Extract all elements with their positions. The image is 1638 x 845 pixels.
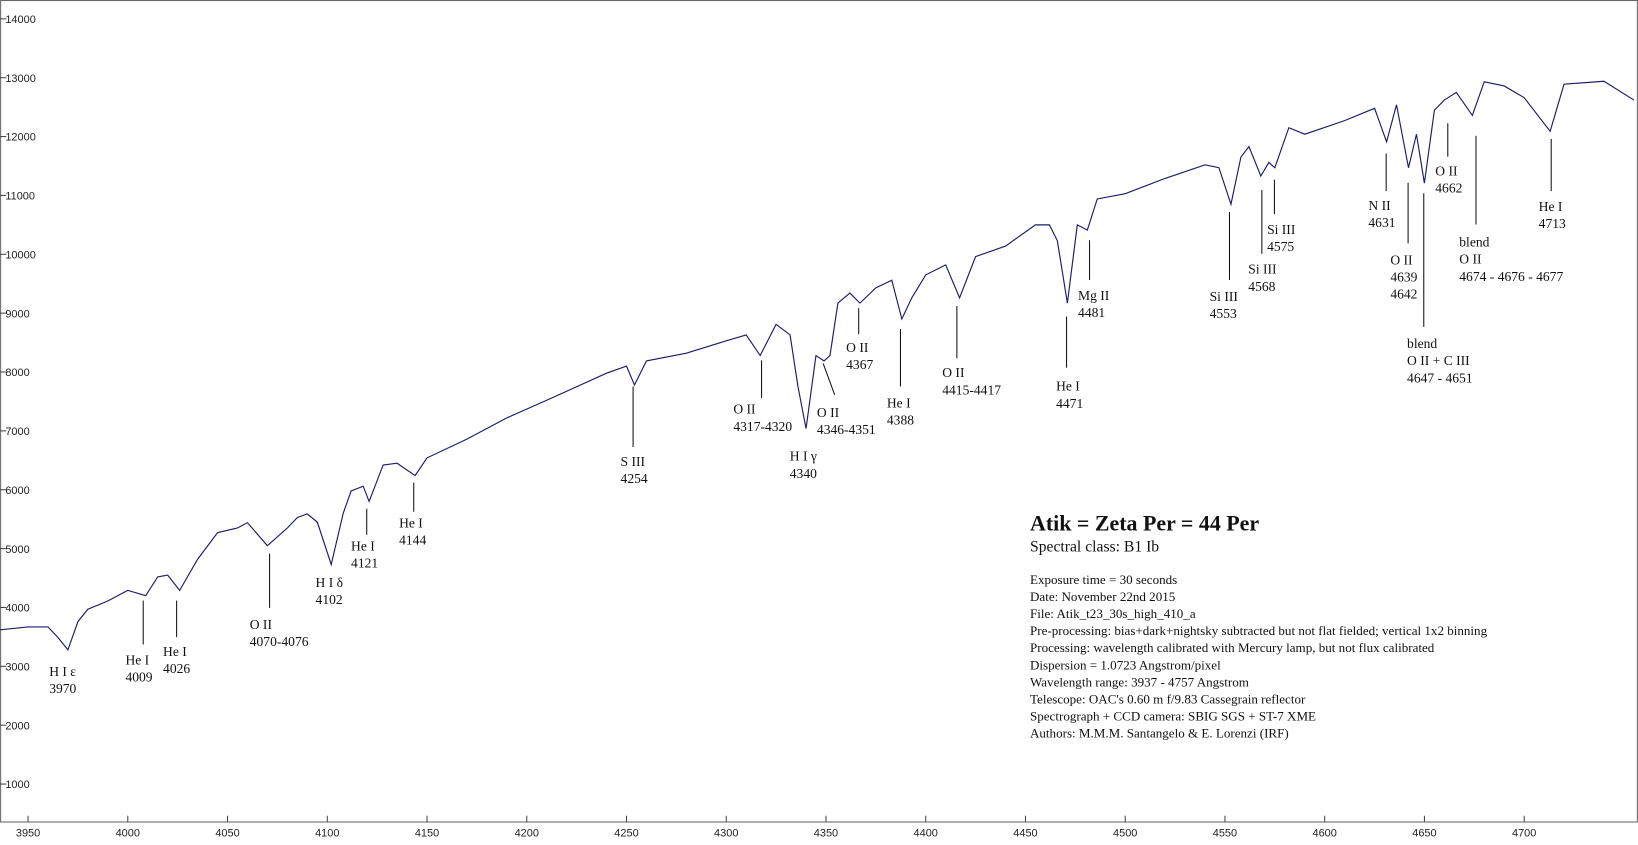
y-tick-label: 4000 [5,603,29,615]
annotation-label: blend [1407,336,1437,351]
annotation-label: 4317-4320 [733,419,792,434]
x-tick-label: 4100 [315,828,339,840]
annotation-label: He I [887,395,911,410]
annotation-label: H I δ [316,575,343,590]
annotation-label: 4553 [1210,306,1237,321]
y-tick-label: 13000 [5,73,35,85]
annotation-label: 4674 - 4676 - 4677 [1459,269,1563,284]
annotation-label: 4254 [621,471,648,486]
x-tick-label: 4300 [714,828,738,840]
annotation-label: He I [399,515,423,530]
x-tick-label: 4650 [1412,828,1436,840]
annotation-label: 4388 [887,413,914,428]
annotation-label: Mg II [1078,288,1110,303]
spectrum-line [0,80,1635,652]
annotation-label: 4070-4076 [250,634,309,649]
info-note: Dispersion = 1.0723 Angstrom/pixel [1030,657,1221,672]
y-tick-label: 11000 [5,191,35,203]
annotation-label: Si III [1210,289,1239,304]
annotation-label: 4642 [1390,287,1417,302]
info-note: Authors: M.M.M. Santangelo & E. Lorenzi … [1030,726,1289,741]
y-tick-label: 9000 [5,308,29,320]
info-note: Wavelength range: 3937 - 4757 Angstrom [1030,674,1249,689]
x-tick-label: 4050 [215,828,239,840]
annotation-label: H I ε [49,664,76,679]
annotation-label: 4026 [163,661,190,676]
x-tick-label: 4700 [1512,828,1536,840]
x-tick-label: 4600 [1313,828,1337,840]
info-note: Date: November 22nd 2015 [1030,589,1176,604]
annotation-label: O II [1390,252,1413,267]
annotation-label: 4575 [1267,239,1294,254]
y-tick-label: 8000 [5,367,29,379]
annotation-label: 4662 [1435,181,1462,196]
annotation-label: 4346-4351 [817,422,876,437]
y-tick-label: 14000 [5,14,35,26]
info-note: Telescope: OAC's 0.60 m f/9.83 Cassegrai… [1030,691,1306,706]
annotation-label: He I [163,644,187,659]
annotation-label: 4481 [1078,305,1105,320]
x-tick-label: 4450 [1013,828,1037,840]
x-tick-label: 4500 [1113,828,1137,840]
annotation-label: 4568 [1248,279,1275,294]
annotation-label: 4102 [316,592,343,607]
annotation-label: He I [1056,379,1080,394]
annotation-label: O II [733,402,756,417]
x-tick-label: 4000 [116,828,140,840]
x-tick-label: 4350 [814,828,838,840]
annotation-label: O II [817,405,840,420]
y-tick-label: 5000 [5,544,29,556]
x-tick-label: 4550 [1213,828,1237,840]
info-note: File: Atik_t23_30s_high_410_a [1030,606,1196,621]
annotation-label: blend [1459,235,1489,250]
x-tick-label: 4200 [515,828,539,840]
annotation-label: 4144 [399,533,426,548]
y-tick-label: 1000 [5,779,29,791]
y-tick-label: 3000 [5,662,29,674]
annotation-label: O II [1435,163,1458,178]
annotation-label: O II [1459,252,1482,267]
annotation-label: He I [351,538,375,553]
annotation-label: He I [125,652,149,667]
annotation-label: N II [1368,198,1391,213]
annotation-label: Si III [1248,262,1277,277]
y-tick-label: 2000 [5,720,29,732]
info-note: Processing: wavelength calibrated with M… [1030,640,1435,655]
chart-subtitle: Spectral class: B1 Ib [1030,538,1159,555]
annotation-label: S III [621,454,646,469]
annotation-label: O II [942,365,965,380]
annotation-label: 4713 [1539,216,1566,231]
info-note: Pre-processing: bias+dark+nightsky subtr… [1030,623,1488,638]
annotation-label: 4631 [1368,215,1395,230]
chart-title: Atik = Zeta Per = 44 Per [1030,511,1259,536]
y-tick-label: 6000 [5,485,29,497]
x-tick-label: 4400 [914,828,938,840]
annotation-label: 4340 [790,466,817,481]
y-tick-label: 12000 [5,132,35,144]
annotation-label: 4009 [125,670,152,685]
annotation-label: 4121 [351,556,378,571]
annotation-label: 3970 [49,681,76,696]
annotation-label: 4367 [846,357,873,372]
annotation-label: O II + C III [1407,353,1470,368]
x-tick-label: 4250 [614,828,638,840]
x-tick-label: 4150 [415,828,439,840]
annotation-label: H I γ [790,449,817,464]
y-tick-label: 7000 [5,426,29,438]
annotation-label: 4647 - 4651 [1407,370,1473,385]
annotation-label: 4471 [1056,396,1083,411]
annotation-leader [822,363,836,396]
annotation-label: Si III [1267,222,1296,237]
plot-frame [0,0,1638,823]
annotation-label: 4639 [1390,269,1417,284]
info-note: Spectrograph + CCD camera: SBIG SGS + ST… [1030,708,1316,723]
annotation-label: O II [250,617,273,632]
annotation-label: He I [1539,199,1563,214]
x-tick-label: 3950 [16,828,40,840]
info-note: Exposure time = 30 seconds [1030,572,1177,587]
y-tick-label: 10000 [5,249,35,261]
annotation-label: 4415-4417 [942,382,1001,397]
annotation-label: O II [846,340,869,355]
